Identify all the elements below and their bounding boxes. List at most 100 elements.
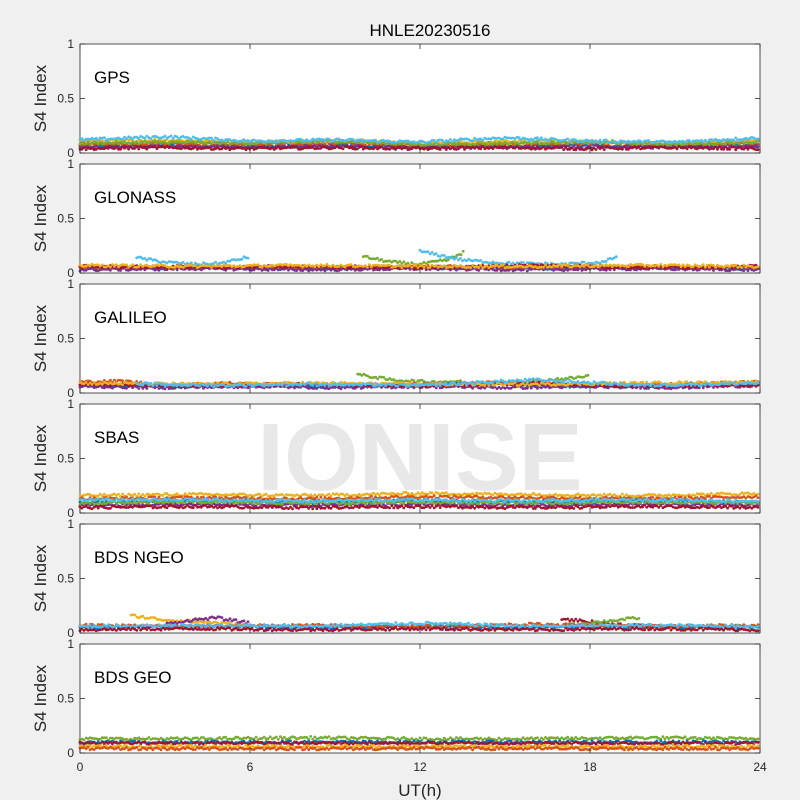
data-point [718,145,721,149]
data-point [96,142,100,146]
data-point [446,258,450,262]
data-point [734,148,738,152]
data-point [388,263,391,267]
data-point [179,144,183,148]
data-point [185,142,189,146]
data-point [544,263,547,267]
panel-axes [79,163,761,274]
data-point [732,138,736,142]
data-point [495,142,499,146]
data-point [481,145,485,149]
data-point [216,137,220,141]
data-point [109,265,112,269]
data-point [212,139,216,142]
data-point [398,260,402,263]
data-point [442,264,446,268]
data-point [181,261,185,264]
data-point [359,145,363,149]
data-point [756,265,760,269]
data-point [194,264,197,268]
data-point [570,146,574,150]
data-point [623,145,626,149]
data-point [113,142,116,146]
data-point [135,145,139,149]
data-point [246,256,250,260]
data-point [621,147,624,151]
y-axis-label: S4 Index [31,184,50,252]
data-point [455,256,458,259]
data-point [525,269,529,273]
data-point [440,138,444,142]
data-point [455,268,458,272]
data-point [511,140,515,144]
data-point [404,145,408,149]
data-point [477,266,481,269]
data-point [712,264,715,267]
data-point [647,139,651,142]
data-point [376,377,380,381]
data-point [125,263,128,267]
data-point [675,147,679,151]
data-point [98,140,102,144]
data-point [534,142,537,146]
data-point [82,146,86,150]
data-point [98,144,102,147]
data-point [602,148,606,152]
data-point [109,378,112,382]
y-tick-label: 1 [67,157,74,171]
data-point [562,148,566,152]
data-point [586,373,590,377]
data-point [366,265,369,269]
data-point [540,136,543,140]
data-point [171,143,175,147]
y-axis-label: S4 Index [31,64,50,132]
data-point [724,142,727,146]
data-point [256,263,260,267]
data-point [402,260,406,264]
panel-axes [79,43,761,154]
data-point [157,266,161,270]
data-point [507,143,511,146]
data-point [366,254,369,258]
data-point [364,143,367,147]
data-point [706,263,709,267]
data-point [194,145,197,149]
figure-title: HNLE20230516 [370,21,491,40]
data-point [536,136,539,140]
data-point [137,147,141,151]
data-point [685,147,689,151]
data-point [459,253,463,257]
data-point [455,148,458,151]
data-point [368,263,371,267]
data-point [588,142,592,146]
data-point [534,147,537,151]
data-point [355,144,359,147]
data-point [756,148,760,152]
data-point [214,260,218,264]
data-point [560,146,564,149]
data-point [481,138,485,142]
data-point [505,263,509,267]
data-point [260,143,264,147]
data-point [716,147,719,151]
data-point [598,138,602,142]
data-point [428,265,432,269]
data-point [479,264,483,267]
data-point [90,146,94,150]
data-point [604,259,608,263]
data-point [728,147,731,151]
data-point [115,263,118,267]
data-point [226,140,230,144]
data-point [600,140,604,144]
data-point [608,141,612,144]
data-point [119,269,122,272]
data-point [691,265,695,269]
data-point [115,140,118,143]
data-point [734,136,738,140]
data-point [491,147,495,151]
data-point [189,142,193,146]
data-point [438,148,442,151]
data-point [388,144,391,148]
data-point [594,148,598,151]
